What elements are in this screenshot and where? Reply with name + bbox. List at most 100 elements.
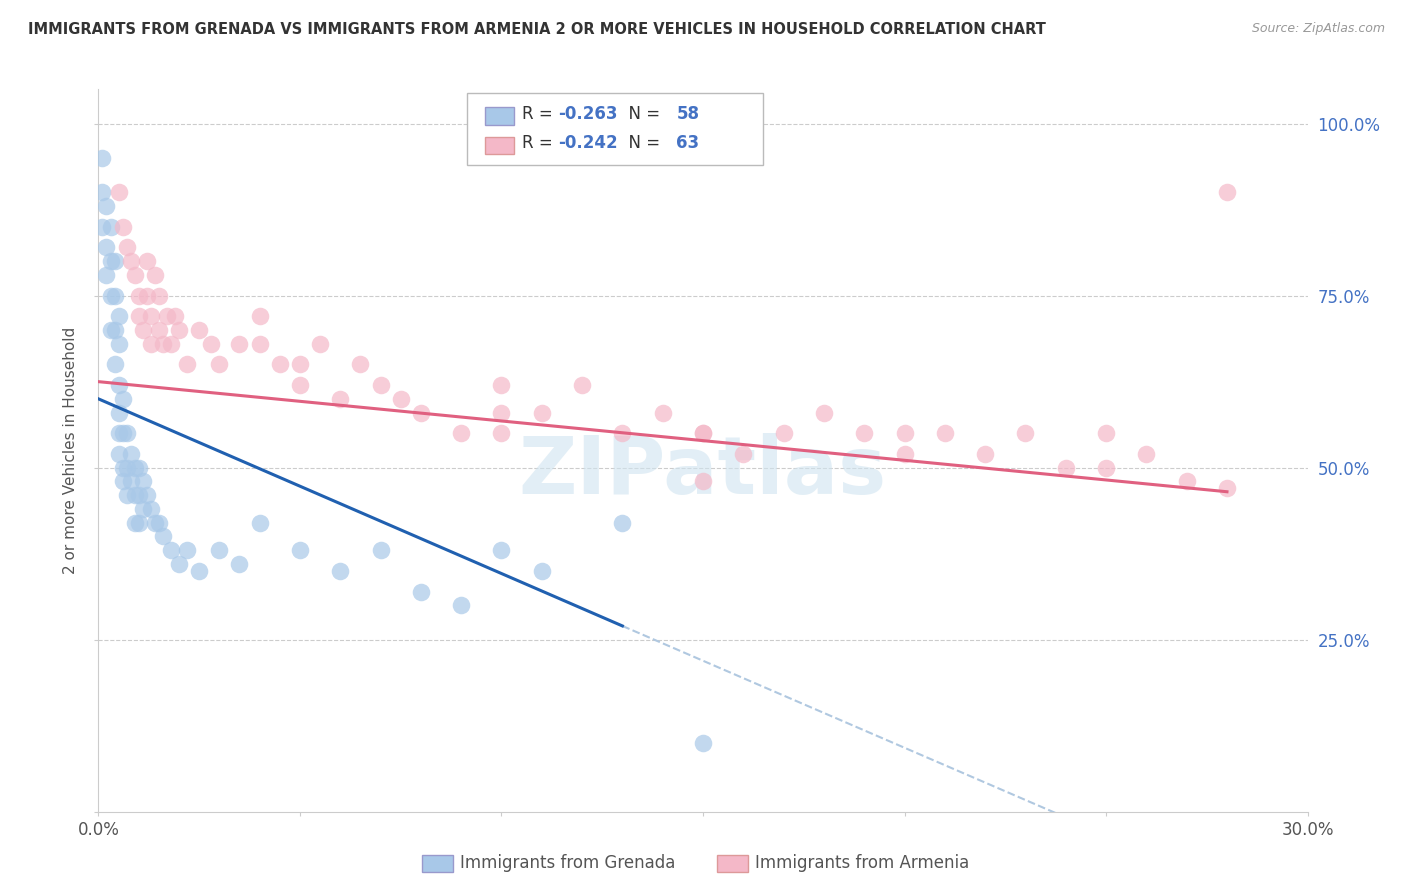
Text: 58: 58 (676, 104, 699, 123)
Point (124, 460, 146, 475)
Point (124, 268, 146, 282)
Point (530, 406, 553, 420)
Point (188, 564, 211, 578)
Text: -0.242: -0.242 (558, 134, 617, 152)
Point (389, 392, 412, 406)
Text: N =: N = (619, 134, 665, 152)
Text: R =: R = (522, 104, 558, 123)
Point (128, 288, 150, 302)
Point (135, 254, 157, 268)
Point (974, 447, 997, 461)
Y-axis label: 2 or more Vehicles in Household: 2 or more Vehicles in Household (63, 326, 79, 574)
Point (128, 516, 150, 530)
Point (107, 336, 129, 351)
Point (135, 488, 157, 502)
Point (176, 358, 198, 372)
Text: IMMIGRANTS FROM GRENADA VS IMMIGRANTS FROM ARMENIA 2 OR MORE VEHICLES IN HOUSEHO: IMMIGRANTS FROM GRENADA VS IMMIGRANTS FR… (28, 22, 1046, 37)
FancyBboxPatch shape (485, 107, 515, 125)
Point (100, 254, 122, 268)
Point (160, 543, 183, 558)
Point (111, 426, 134, 441)
Point (132, 502, 155, 516)
Point (208, 543, 231, 558)
Point (96, 268, 118, 282)
Point (733, 447, 755, 461)
Point (139, 336, 162, 351)
Point (491, 543, 513, 558)
Point (120, 447, 142, 461)
Point (115, 488, 138, 502)
Point (1175, 475, 1198, 489)
Point (91, 186, 114, 200)
Point (111, 460, 134, 475)
Point (128, 310, 150, 324)
Point (107, 426, 129, 441)
Point (96, 199, 118, 213)
Point (491, 378, 513, 392)
Point (893, 426, 915, 441)
Point (1135, 447, 1157, 461)
Point (692, 426, 714, 441)
Point (249, 336, 271, 351)
Point (156, 310, 179, 324)
Point (288, 378, 311, 392)
Point (152, 336, 174, 351)
Point (893, 447, 915, 461)
Point (1216, 481, 1239, 495)
Point (148, 288, 170, 302)
Point (103, 288, 125, 302)
Point (329, 564, 352, 578)
Point (692, 736, 714, 750)
Point (167, 557, 190, 571)
Point (111, 475, 134, 489)
Point (188, 323, 211, 337)
Point (163, 310, 186, 324)
FancyBboxPatch shape (485, 136, 515, 153)
Point (409, 584, 432, 599)
Point (349, 358, 371, 372)
Point (115, 460, 138, 475)
Text: Source: ZipAtlas.com: Source: ZipAtlas.com (1251, 22, 1385, 36)
Point (132, 323, 155, 337)
Point (208, 358, 231, 372)
Point (124, 488, 146, 502)
Point (107, 378, 129, 392)
Text: R =: R = (522, 134, 558, 152)
Point (571, 378, 593, 392)
Point (148, 323, 170, 337)
Point (934, 426, 956, 441)
Point (167, 323, 190, 337)
Point (269, 358, 291, 372)
Point (228, 336, 250, 351)
Text: Immigrants from Armenia: Immigrants from Armenia (755, 855, 969, 872)
Point (176, 543, 198, 558)
Point (309, 336, 332, 351)
Point (135, 288, 157, 302)
Text: Immigrants from Grenada: Immigrants from Grenada (460, 855, 675, 872)
Point (143, 516, 166, 530)
Point (160, 336, 183, 351)
Point (813, 406, 835, 420)
Point (124, 516, 146, 530)
Point (1014, 426, 1036, 441)
Point (96, 240, 118, 254)
Point (107, 186, 129, 200)
Text: N =: N = (619, 104, 665, 123)
Point (1095, 460, 1118, 475)
Point (1054, 460, 1077, 475)
Point (329, 392, 352, 406)
FancyBboxPatch shape (467, 93, 763, 165)
Point (450, 426, 472, 441)
Point (128, 488, 150, 502)
Point (1095, 426, 1118, 441)
Point (132, 475, 155, 489)
Point (139, 310, 162, 324)
Point (288, 358, 311, 372)
Point (152, 529, 174, 543)
Point (120, 475, 142, 489)
Point (111, 219, 134, 234)
Point (107, 406, 129, 420)
Point (103, 254, 125, 268)
Point (491, 426, 513, 441)
Point (228, 557, 250, 571)
